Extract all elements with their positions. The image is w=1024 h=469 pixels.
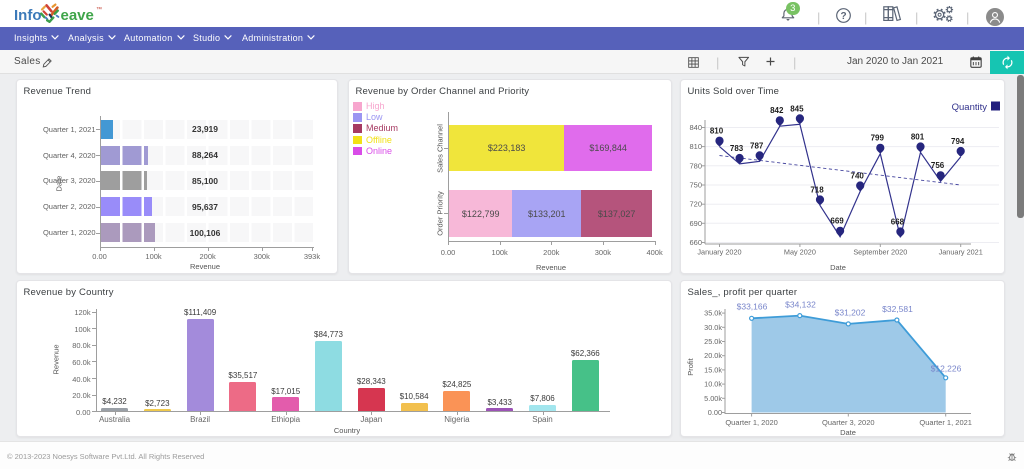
svg-text:May 2020: May 2020 bbox=[784, 248, 816, 257]
svg-text:Quarter 3, 2020: Quarter 3, 2020 bbox=[822, 418, 875, 427]
svg-text:660: 660 bbox=[689, 238, 702, 247]
svg-text:$34,132: $34,132 bbox=[785, 300, 816, 310]
svg-text:Quarter 1, 2021: Quarter 1, 2021 bbox=[919, 418, 972, 427]
svg-text:845: 845 bbox=[790, 104, 804, 113]
svg-text:5.00k: 5.00k bbox=[704, 394, 722, 403]
svg-text:10.0k: 10.0k bbox=[704, 380, 722, 389]
svg-text:September 2020: September 2020 bbox=[853, 248, 907, 257]
svg-text:$31,202: $31,202 bbox=[835, 308, 866, 318]
svg-text:718: 718 bbox=[810, 185, 824, 194]
svg-text:20.0k: 20.0k bbox=[704, 351, 722, 360]
svg-text:25.0k: 25.0k bbox=[704, 337, 722, 346]
svg-text:810: 810 bbox=[710, 127, 724, 136]
svg-text:842: 842 bbox=[770, 106, 784, 115]
svg-text:January 2020: January 2020 bbox=[697, 248, 741, 257]
svg-text:787: 787 bbox=[750, 141, 764, 150]
svg-text:756: 756 bbox=[931, 161, 945, 170]
svg-text:801: 801 bbox=[911, 132, 925, 141]
svg-text:690: 690 bbox=[689, 219, 702, 228]
svg-text:$12,226: $12,226 bbox=[931, 364, 962, 374]
svg-text:0.00: 0.00 bbox=[708, 408, 722, 417]
svg-text:Profit: Profit bbox=[686, 357, 695, 375]
svg-text:669: 669 bbox=[830, 217, 844, 226]
svg-text:794: 794 bbox=[951, 137, 965, 146]
svg-text:30.0k: 30.0k bbox=[704, 323, 722, 332]
svg-text:840: 840 bbox=[689, 123, 702, 132]
svg-text:$33,166: $33,166 bbox=[737, 302, 768, 312]
svg-text:Date: Date bbox=[830, 263, 846, 272]
svg-text:783: 783 bbox=[730, 144, 744, 153]
svg-text:780: 780 bbox=[689, 161, 702, 170]
svg-text:668: 668 bbox=[891, 217, 905, 226]
svg-text:$32,581: $32,581 bbox=[882, 304, 913, 314]
svg-text:810: 810 bbox=[689, 142, 702, 151]
svg-text:Quarter 1, 2020: Quarter 1, 2020 bbox=[725, 418, 778, 427]
svg-text:15.0k: 15.0k bbox=[704, 365, 722, 374]
svg-text:740: 740 bbox=[851, 171, 865, 180]
svg-text:?: ? bbox=[840, 11, 846, 22]
svg-text:750: 750 bbox=[689, 181, 702, 190]
svg-text:35.0k: 35.0k bbox=[704, 309, 722, 318]
svg-text:Date: Date bbox=[840, 428, 856, 437]
svg-text:January 2021: January 2021 bbox=[939, 248, 983, 257]
svg-text:720: 720 bbox=[689, 200, 702, 209]
svg-text:Quantity: Quantity bbox=[952, 102, 988, 113]
svg-text:799: 799 bbox=[871, 134, 885, 143]
